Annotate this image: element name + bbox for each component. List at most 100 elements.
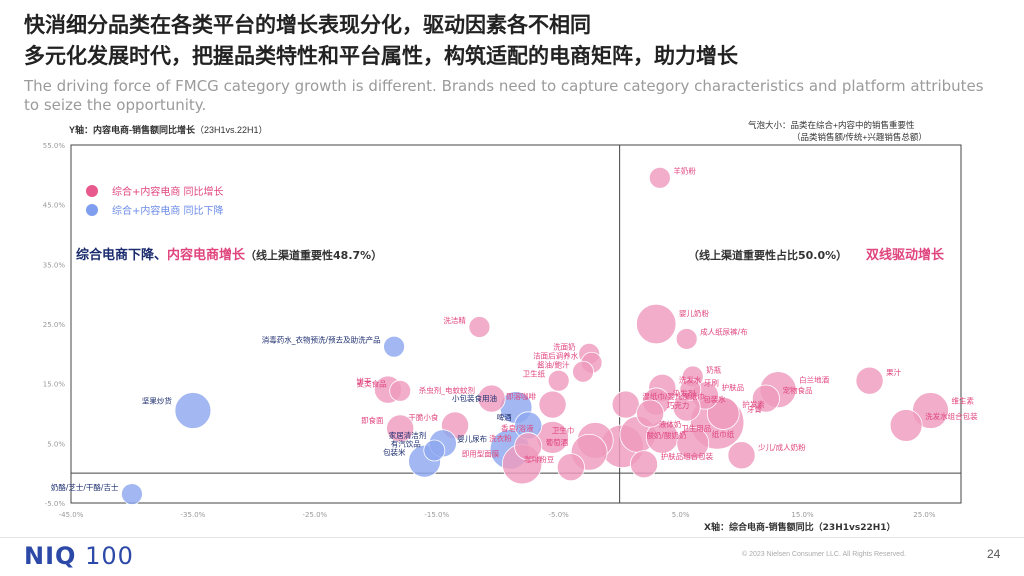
x-tick-label: -15.0% bbox=[424, 511, 449, 519]
copyright: © 2023 Nielsen Consumer LLC. All Rights … bbox=[742, 551, 906, 558]
bubble-label: 纸巾纸 bbox=[712, 429, 735, 439]
bubble-label: 少儿/成人奶粉 bbox=[758, 442, 806, 452]
bubble-label: 牙刷 bbox=[704, 378, 719, 387]
bubble bbox=[727, 441, 756, 470]
y-axis-label: Y轴：内容电商-销售额同比增长（23H1vs.22H1） bbox=[69, 125, 268, 135]
legend-pink-dot bbox=[86, 185, 98, 197]
bubble bbox=[751, 384, 780, 413]
y-tick-label: 55.0% bbox=[43, 142, 66, 150]
y-tick-label: 25.0% bbox=[43, 321, 66, 329]
y-tick-label: 15.0% bbox=[43, 381, 66, 389]
bubble-label: 有汽饮品 bbox=[391, 438, 421, 448]
bubble-label: 巧克力 bbox=[667, 400, 690, 410]
bubble bbox=[538, 390, 567, 419]
bubble-label: 洗发水组合包装 bbox=[925, 411, 978, 421]
bubble-label: 羊奶粉 bbox=[673, 166, 696, 176]
bubble-label: 卫生巾 bbox=[552, 425, 575, 435]
bubble-label: 饼干 bbox=[356, 376, 371, 386]
bubble bbox=[706, 397, 740, 430]
bubble bbox=[423, 439, 446, 462]
bubble-label: 卫生用品 bbox=[681, 423, 711, 433]
bubble-label: 洁面后调养水 bbox=[533, 351, 578, 361]
bubble-label: 香皂/浴液 bbox=[501, 423, 534, 433]
bubble bbox=[611, 390, 640, 419]
bubble-label: 麦类食品 bbox=[357, 379, 387, 389]
bubble bbox=[572, 360, 594, 383]
x-tick-label: 25.0% bbox=[913, 511, 936, 519]
bubble-label: 葡萄酒 bbox=[546, 437, 569, 447]
bubble-label: 酸奶/酸奶奶 bbox=[646, 430, 686, 440]
bubble-label: 维生素 bbox=[952, 395, 975, 405]
x-tick-label: -45.0% bbox=[59, 511, 84, 519]
bubble-size-note-sub: （品类销售额/传统+兴趣销售总额） bbox=[792, 132, 927, 142]
bubble bbox=[679, 378, 702, 401]
bubble-label: 洗洁精 bbox=[443, 315, 466, 325]
page-title-line2: 多元化发展时代，把握品类特性和平台属性，构筑适配的电商矩阵，助力增长 bbox=[24, 44, 738, 68]
bubble-label: 洗面奶 bbox=[553, 342, 576, 352]
bubble bbox=[174, 392, 212, 429]
bubble-label: 酱油/鲍汁 bbox=[537, 360, 570, 370]
bubble-label: 护肤品 bbox=[722, 382, 745, 392]
bubble-label: 即溶咖啡 bbox=[506, 391, 536, 401]
bubble-label: 果汁 bbox=[886, 367, 901, 377]
bubble-label: 即食面 bbox=[361, 415, 384, 425]
bubble bbox=[676, 426, 710, 460]
bubble-label: 奶瓶 bbox=[706, 364, 721, 374]
x-tick-label: -25.0% bbox=[302, 511, 327, 519]
bubble bbox=[630, 450, 659, 479]
x-tick-label: 15.0% bbox=[791, 511, 814, 519]
bubble bbox=[477, 384, 506, 413]
bubble-size-note: 气泡大小：品类在综合+内容中的销售重要性 bbox=[748, 120, 915, 130]
x-tick-label: 5.0% bbox=[672, 511, 690, 519]
bubble bbox=[389, 379, 412, 402]
x-axis-label: X轴：综合电商-销售额同比（23H1vs22H1） bbox=[704, 521, 896, 533]
page-subtitle: The driving force of FMCG category growt… bbox=[24, 77, 984, 114]
x-tick-label: -35.0% bbox=[181, 511, 206, 519]
bubble-label: 婴儿奶粉 bbox=[679, 308, 709, 318]
y-tick-label: -5.0% bbox=[45, 500, 66, 508]
bubble-label: 液体奶 bbox=[659, 419, 682, 429]
bubble-label: 消毒药水_衣物预洗/预去及助洗产品 bbox=[262, 334, 381, 344]
bubble-label: 包装米 bbox=[383, 447, 406, 457]
bubble-label: 护肤品组合包装 bbox=[661, 451, 714, 461]
bubble-label: 洗发水 bbox=[679, 374, 702, 384]
bubble-label: 干脆小食 bbox=[408, 412, 438, 422]
bubble bbox=[556, 453, 585, 482]
bubble-label: 护发素 bbox=[742, 399, 765, 409]
bubble-label: 奶酪/芝士/干酪/吉士 bbox=[51, 482, 119, 492]
bubble-label: 坚果炒货 bbox=[142, 395, 172, 405]
bubble-label: 即用型面膜 bbox=[462, 448, 500, 458]
quadrant-left-title: 综合电商下降、内容电商增长（线上渠道重要性48.7%） bbox=[76, 247, 382, 263]
bubble-label: 宠物食品 bbox=[783, 385, 813, 395]
legend-blue-dot bbox=[86, 204, 98, 216]
bubble-label: 啤酒 bbox=[497, 412, 512, 422]
bubble bbox=[636, 399, 665, 428]
bubble bbox=[468, 316, 491, 338]
bubble-label: 小包装食用油 bbox=[452, 393, 497, 403]
footer-divider bbox=[0, 537, 1024, 538]
bubble-label: 杀虫剂_电蚊蚊剂 bbox=[419, 385, 475, 395]
plot-frame bbox=[70, 144, 962, 504]
quadrant-right-title: 双线驱动增长 bbox=[866, 247, 945, 263]
bubble-label: 洗衣粉 bbox=[489, 433, 512, 443]
legend-blue-label: 综合+内容电商 同比下降 bbox=[112, 204, 224, 217]
bubble-label: 白兰地酒 bbox=[799, 374, 829, 384]
niq-logo: NIQ 100 bbox=[24, 542, 134, 570]
quadrant-left-pink-text: 内容电商增长 bbox=[167, 247, 246, 263]
bubble-label: 卫生纸 bbox=[523, 368, 546, 378]
bubble bbox=[675, 328, 698, 350]
bubble bbox=[121, 483, 143, 505]
bubble-label: 牙膏 bbox=[747, 404, 762, 414]
bubble-label: 婴儿尿布 bbox=[457, 433, 487, 443]
bubble bbox=[514, 432, 543, 461]
quadrant-right-note: （线上渠道重要性占比50.0%） bbox=[688, 248, 847, 262]
x-tick-label: -5.0% bbox=[549, 511, 570, 519]
bubble-label: 包装水 bbox=[703, 394, 726, 404]
bubble-label: 染发剂 bbox=[673, 388, 696, 398]
bubble bbox=[386, 414, 415, 443]
bubble-label: 湿纸巾/婴儿湿纸巾 bbox=[642, 391, 705, 401]
quadrant-left-blue-text: 综合电商下降、 bbox=[76, 247, 167, 263]
bubble bbox=[547, 369, 570, 392]
y-tick-label: 5.0% bbox=[47, 440, 65, 448]
